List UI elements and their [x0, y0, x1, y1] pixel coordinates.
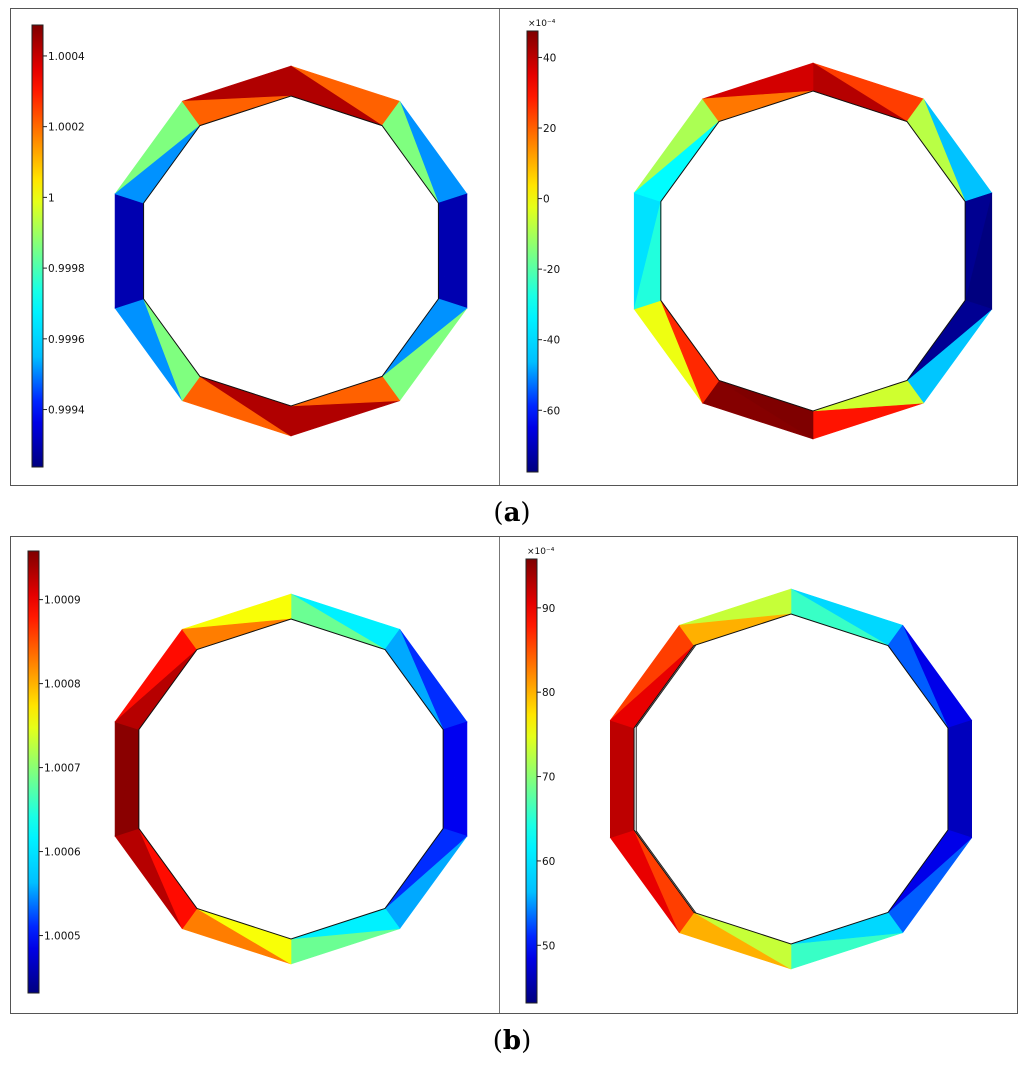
colorbar-strip: [27, 550, 40, 994]
colorbar-tick-label: 80: [542, 687, 555, 699]
colorbar-strip: [31, 24, 44, 468]
colorbar-tick-label: 40: [543, 52, 556, 64]
colorbar-right-b: 90 80 70 60 50 ×10⁻⁴: [525, 547, 555, 1004]
panel-divider: [499, 537, 500, 1013]
colorbar-tick-label: 90: [542, 603, 555, 615]
beam-element: [610, 624, 695, 721]
colorbar-tick-label: 1.0007: [44, 763, 81, 775]
colorbar-tick-label: 0: [543, 194, 550, 206]
colorbar-tick-label: 1.0005: [44, 931, 81, 943]
beam-element: [887, 837, 972, 934]
panel-divider: [499, 9, 500, 485]
colorbar-tick-label: -20: [543, 264, 560, 276]
colorbar-tick-label: 1.0008: [44, 679, 81, 691]
colorbar-strip: [525, 558, 538, 1004]
ring-right-a: [633, 62, 993, 440]
colorbar-tick-label: -40: [543, 335, 560, 347]
caption-b: (b): [492, 1026, 532, 1056]
beam-element: [906, 300, 993, 381]
caption-a: (a): [493, 498, 531, 528]
colorbar-tick-label: 60: [542, 856, 555, 868]
beam-element: [290, 400, 400, 437]
colorbar-strip: [526, 30, 539, 473]
panel-a-graphics: 1.0004 1.0002 1 0.9998 0.9996 0.9994 40 20 0 -20 -…: [31, 19, 993, 473]
beam-element: [887, 829, 973, 913]
ring-right-b: [609, 588, 973, 970]
colorbar-tick-label: 1.0002: [48, 122, 85, 134]
colorbar-tick-label: 0.9998: [48, 263, 85, 275]
colorbar-tick-label: 1.0006: [44, 847, 81, 859]
frame-outline: [138, 618, 444, 940]
colorbar-tick-label: 20: [543, 123, 556, 135]
colorbar-tick-label: 1.0009: [44, 595, 81, 607]
beam-element: [384, 835, 468, 930]
colorbar-left-b: 1.0009 1.0008 1.0007 1.0006 1.0005: [27, 550, 81, 994]
beam-element: [114, 649, 198, 730]
colorbar-multiplier: ×10⁻⁴: [527, 547, 555, 557]
frame-outline: [143, 95, 439, 407]
panel-b-graphics: 1.0009 1.0008 1.0007 1.0006 1.0005 90 80 70 60 50…: [27, 547, 973, 1004]
beam-element: [384, 828, 468, 909]
frame-outline: [633, 613, 949, 945]
colorbar-tick-label: 50: [542, 940, 555, 952]
beam-element: [181, 95, 292, 126]
beam-element: [633, 121, 720, 202]
panel-b: 1.0009 1.0008 1.0007 1.0006 1.0005 90 80 70 60 50…: [10, 536, 1018, 1014]
colorbar-tick-label: 0.9994: [48, 405, 85, 417]
frame-outline: [660, 90, 966, 412]
colorbar-multiplier: ×10⁻⁴: [528, 19, 556, 29]
colorbar-right-a: 40 20 0 -20 -40 -60 ×10⁻⁴: [526, 19, 560, 473]
beam-element: [182, 65, 292, 102]
beam-element: [290, 376, 401, 407]
colorbar-tick-label: 1.0004: [48, 51, 85, 63]
colorbar-tick-label: -60: [543, 405, 560, 417]
ring-left-a: [114, 65, 468, 437]
colorbar-tick-label: 70: [542, 772, 555, 784]
ring-left-b: [114, 593, 468, 965]
colorbar-tick-label: 1: [48, 192, 55, 204]
panel-a: 1.0004 1.0002 1 0.9998 0.9996 0.9994 40 20 0 -20 -…: [10, 8, 1018, 486]
beam-element: [609, 645, 695, 729]
beam-element: [114, 628, 198, 723]
colorbar-tick-label: 0.9996: [48, 334, 85, 346]
colorbar-left-a: 1.0004 1.0002 1 0.9998 0.9996 0.9994: [31, 24, 85, 468]
